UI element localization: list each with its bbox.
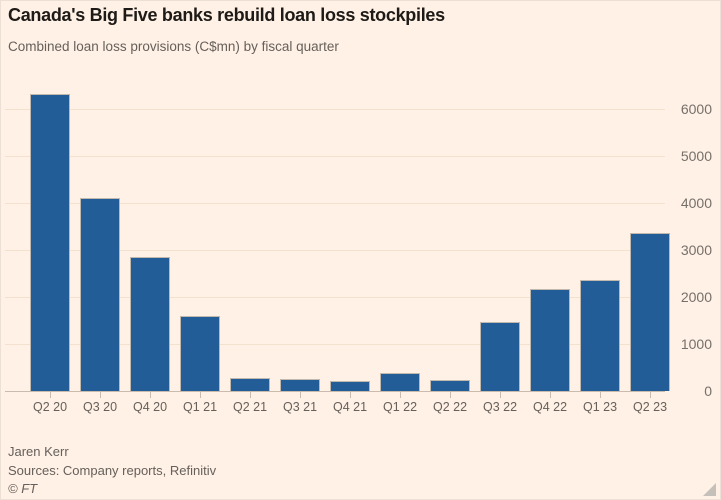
bar-q4-22 bbox=[530, 288, 570, 391]
x-tick-label: Q1 21 bbox=[182, 400, 218, 414]
x-axis-tick bbox=[50, 392, 51, 398]
gridline bbox=[5, 155, 665, 157]
source-credit: Sources: Company reports, Refinitiv bbox=[8, 463, 217, 478]
chart-title: Canada's Big Five banks rebuild loan los… bbox=[8, 5, 445, 25]
x-tick-label: Q2 23 bbox=[632, 400, 668, 414]
x-axis-tick bbox=[450, 392, 451, 398]
x-tick-label: Q4 22 bbox=[532, 400, 568, 414]
bar-q4-21 bbox=[330, 381, 370, 391]
bar-q2-20 bbox=[30, 94, 70, 391]
x-axis-tick bbox=[500, 392, 501, 398]
bar-q4-20 bbox=[130, 256, 170, 391]
x-axis-line bbox=[5, 391, 665, 392]
bar-q2-22 bbox=[430, 379, 470, 391]
x-tick-label: Q2 20 bbox=[32, 400, 68, 414]
resize-handle-icon[interactable] bbox=[703, 483, 716, 496]
y-tick-label: 1000 bbox=[680, 335, 712, 352]
y-tick-label: 2000 bbox=[680, 288, 712, 305]
x-axis-tick bbox=[200, 392, 201, 398]
x-axis-tick bbox=[600, 392, 601, 398]
gridline bbox=[5, 343, 665, 345]
x-tick-label: Q3 20 bbox=[82, 400, 118, 414]
x-tick-label: Q4 21 bbox=[332, 400, 368, 414]
x-axis-tick bbox=[100, 392, 101, 398]
bar-q3-22 bbox=[480, 321, 520, 391]
y-tick-label: 0 bbox=[704, 383, 712, 399]
x-axis-tick bbox=[400, 392, 401, 398]
gridline bbox=[5, 249, 665, 251]
x-tick-label: Q3 21 bbox=[282, 400, 318, 414]
x-axis-tick bbox=[550, 392, 551, 398]
x-tick-label: Q2 22 bbox=[432, 400, 468, 414]
x-tick-label: Q1 23 bbox=[582, 400, 618, 414]
y-tick-label: 3000 bbox=[680, 241, 712, 258]
bar-q1-23 bbox=[580, 279, 620, 391]
gridline bbox=[5, 296, 665, 298]
x-axis-tick bbox=[250, 392, 251, 398]
x-tick-label: Q4 20 bbox=[132, 400, 168, 414]
y-tick-label: 5000 bbox=[680, 147, 712, 164]
x-axis-tick bbox=[350, 392, 351, 398]
y-tick-label: 4000 bbox=[680, 194, 712, 211]
x-axis-tick bbox=[650, 392, 651, 398]
bar-q3-21 bbox=[280, 378, 320, 391]
bar-q3-20 bbox=[80, 198, 120, 391]
gridline bbox=[5, 108, 665, 110]
bar-q1-22 bbox=[380, 373, 420, 391]
bar-q2-23 bbox=[630, 233, 670, 391]
bar-q2-21 bbox=[230, 378, 270, 391]
x-axis-tick bbox=[300, 392, 301, 398]
byline: Jaren Kerr bbox=[8, 444, 69, 459]
x-tick-label: Q3 22 bbox=[482, 400, 518, 414]
bar-q1-21 bbox=[180, 315, 220, 391]
x-tick-label: Q1 22 bbox=[382, 400, 418, 414]
x-tick-label: Q2 21 bbox=[232, 400, 268, 414]
x-axis-tick bbox=[150, 392, 151, 398]
y-tick-label: 6000 bbox=[680, 100, 712, 117]
ft-copyright: © FT bbox=[8, 481, 38, 496]
gridline bbox=[5, 202, 665, 204]
chart-subtitle: Combined loan loss provisions (C$mn) by … bbox=[8, 39, 339, 54]
plot-area: Q2 20 Q3 20 Q4 20 Q1 21 Q2 21 Q3 21 Q4 21 Q1 22… bbox=[5, 85, 670, 414]
